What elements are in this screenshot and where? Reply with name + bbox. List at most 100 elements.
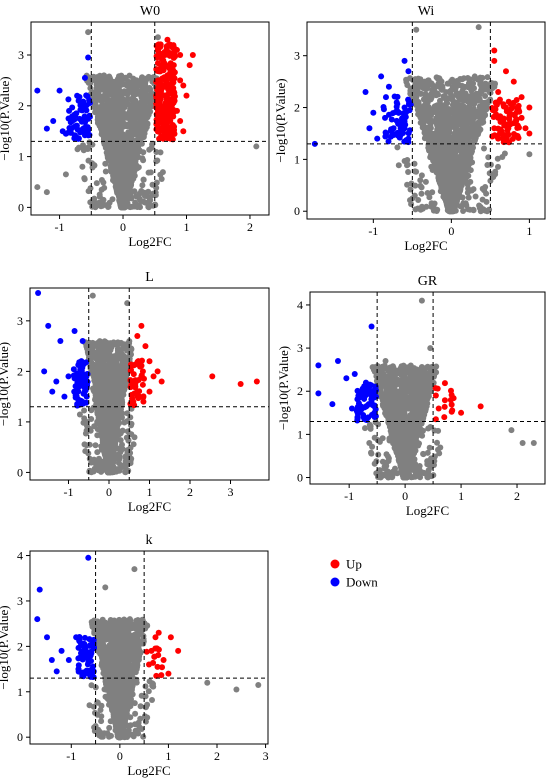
ns-point	[481, 187, 488, 194]
ns-point	[421, 85, 428, 92]
ns-point	[81, 176, 88, 183]
ns-point	[116, 86, 123, 93]
ns-point	[465, 194, 472, 201]
up-point	[496, 98, 503, 105]
up-point	[164, 107, 171, 114]
up-point	[505, 114, 512, 121]
up-point	[164, 97, 171, 104]
ns-point	[450, 145, 456, 152]
ns-point	[417, 177, 424, 184]
points-layer	[34, 29, 260, 211]
ns-point	[87, 185, 94, 192]
y-tick-label: 3	[294, 49, 300, 63]
ns-point	[413, 26, 420, 33]
x-tick-label: 0	[120, 220, 126, 234]
ns-point	[116, 197, 123, 204]
ns-point	[134, 82, 141, 89]
ns-point	[134, 165, 141, 172]
up-point	[506, 109, 513, 116]
ns-point	[99, 119, 106, 126]
up-point	[189, 52, 196, 59]
ns-point	[426, 194, 433, 201]
ns-point	[444, 155, 451, 162]
ns-point	[102, 80, 109, 87]
ns-point	[501, 150, 508, 157]
ns-point	[130, 75, 137, 82]
ns-point	[449, 93, 455, 100]
ns-point	[450, 172, 457, 179]
up-point	[502, 68, 509, 75]
up-point	[164, 123, 171, 130]
ns-point	[423, 126, 430, 133]
ns-point	[131, 188, 138, 195]
ns-point	[481, 111, 488, 118]
ns-point	[418, 184, 425, 191]
ns-point	[427, 137, 434, 144]
up-point	[505, 98, 512, 105]
ns-point	[110, 107, 117, 114]
ns-point	[121, 419, 128, 426]
ns-point	[98, 105, 105, 111]
ns-point	[127, 145, 134, 152]
ns-point	[89, 164, 96, 171]
ns-point	[484, 74, 491, 81]
y-axis-label: −log10(P.Value)	[273, 78, 288, 162]
x-axis-label: Log2FC	[404, 238, 447, 253]
up-point	[509, 104, 516, 111]
up-point	[510, 120, 517, 127]
up-point	[502, 104, 509, 111]
ns-point	[449, 140, 456, 146]
ns-point	[478, 119, 485, 126]
ns-point	[127, 116, 134, 123]
up-point	[518, 94, 525, 101]
up-point	[502, 135, 509, 142]
ns-point	[141, 189, 148, 196]
ns-point	[428, 152, 435, 159]
down-point	[59, 128, 66, 135]
ns-point	[142, 77, 149, 84]
ns-point	[476, 90, 483, 97]
down-point	[56, 87, 63, 94]
x-axis-label: Log2FC	[128, 234, 171, 249]
ns-point	[114, 112, 121, 119]
ns-point	[448, 87, 455, 94]
ns-point	[417, 90, 424, 97]
ns-point	[429, 87, 436, 94]
down-point	[66, 124, 73, 131]
ns-point	[127, 182, 134, 189]
ns-point	[440, 135, 447, 142]
up-point	[164, 36, 171, 43]
up-point	[495, 135, 502, 142]
ns-point	[484, 101, 491, 107]
ns-point	[454, 181, 460, 188]
down-point	[84, 115, 91, 122]
up-point	[526, 130, 533, 137]
ns-point	[143, 92, 150, 99]
up-point	[154, 123, 161, 130]
ns-point	[454, 135, 460, 142]
down-point	[397, 125, 404, 132]
panel-title: L	[145, 270, 154, 285]
ns-point	[85, 29, 92, 36]
down-point	[388, 116, 395, 123]
down-point	[83, 92, 90, 99]
ns-point	[459, 92, 466, 99]
ns-point	[102, 87, 109, 94]
down-point	[75, 97, 82, 104]
ns-point	[135, 104, 142, 111]
up-point	[158, 133, 165, 140]
ns-point	[158, 176, 165, 182]
ns-point	[429, 189, 436, 196]
x-tick-label: 0	[448, 224, 454, 238]
up-point	[183, 92, 190, 99]
ns-point	[121, 173, 128, 180]
x-tick-label: -1	[368, 224, 378, 238]
ns-point	[447, 166, 454, 173]
ns-point	[112, 178, 119, 185]
ns-point	[101, 125, 108, 132]
ns-point	[444, 80, 451, 87]
ns-point	[119, 202, 126, 209]
ns-point	[414, 106, 421, 113]
ns-point	[122, 178, 129, 185]
